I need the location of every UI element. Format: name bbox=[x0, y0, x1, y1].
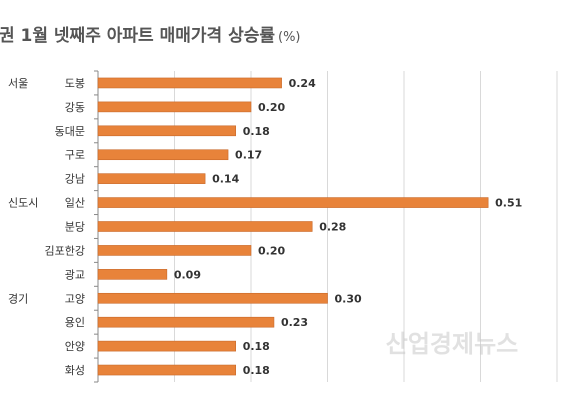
category-label: 분당 bbox=[65, 221, 85, 234]
bar-안양 bbox=[97, 340, 236, 352]
group-label: 신도시 bbox=[8, 197, 38, 210]
bar-광교 bbox=[97, 269, 168, 280]
bar-화성 bbox=[97, 364, 236, 376]
value-label: 0.20 bbox=[258, 244, 285, 257]
grid-layer bbox=[94, 70, 558, 383]
value-label: 0.17 bbox=[235, 149, 262, 162]
value-label: 0.18 bbox=[243, 364, 270, 377]
bar-강동 bbox=[97, 101, 252, 113]
value-label: 0.20 bbox=[258, 101, 285, 114]
category-label: 화성 bbox=[65, 364, 85, 377]
category-label: 일산 bbox=[65, 196, 85, 210]
category-label: 동대문 bbox=[55, 125, 85, 138]
category-label: 광교 bbox=[65, 268, 85, 281]
category-label: 강동 bbox=[65, 101, 85, 114]
value-label: 0.09 bbox=[174, 268, 201, 281]
value-label: 0.18 bbox=[243, 125, 270, 138]
bar-분당 bbox=[97, 221, 313, 232]
label-layer: 도봉 0.24 강동 0.20 동대문 0.18 구로 0.17 강남 0.14 일산 0.51 분당 0… bbox=[8, 77, 522, 377]
category-label: 강남 bbox=[65, 173, 85, 186]
value-label: 0.24 bbox=[289, 77, 316, 90]
category-label: 용인 bbox=[65, 316, 85, 329]
value-label: 0.18 bbox=[243, 340, 270, 353]
bar-고양 bbox=[97, 292, 328, 304]
bar-용인 bbox=[97, 316, 275, 328]
bar-강남 bbox=[97, 173, 206, 184]
bar-동대문 bbox=[97, 125, 236, 137]
value-label: 0.30 bbox=[335, 292, 362, 305]
bar-도봉 bbox=[97, 77, 282, 89]
value-label: 0.28 bbox=[319, 221, 346, 234]
group-label: 서울 bbox=[8, 77, 28, 90]
category-label: 도봉 bbox=[65, 77, 85, 90]
value-label: 0.51 bbox=[495, 197, 522, 210]
group-label: 경기 bbox=[8, 292, 28, 305]
value-label: 0.14 bbox=[212, 173, 239, 186]
category-label: 구로 bbox=[65, 149, 85, 162]
value-label: 0.23 bbox=[281, 316, 308, 329]
bar-김포한강 bbox=[97, 245, 252, 256]
category-label: 안양 bbox=[65, 340, 85, 353]
category-label: 고양 bbox=[65, 292, 85, 305]
category-label: 김포한강 bbox=[45, 244, 85, 257]
chart-unit: (%) bbox=[278, 30, 301, 45]
bar-일산 bbox=[97, 197, 489, 208]
watermark: 산업경제뉴스 bbox=[386, 330, 518, 358]
chart-title: 수도권 1월 넷째주 아파트 매매가격 상승률 bbox=[0, 26, 275, 46]
bar-layer bbox=[97, 77, 489, 376]
bar-구로 bbox=[97, 149, 229, 161]
